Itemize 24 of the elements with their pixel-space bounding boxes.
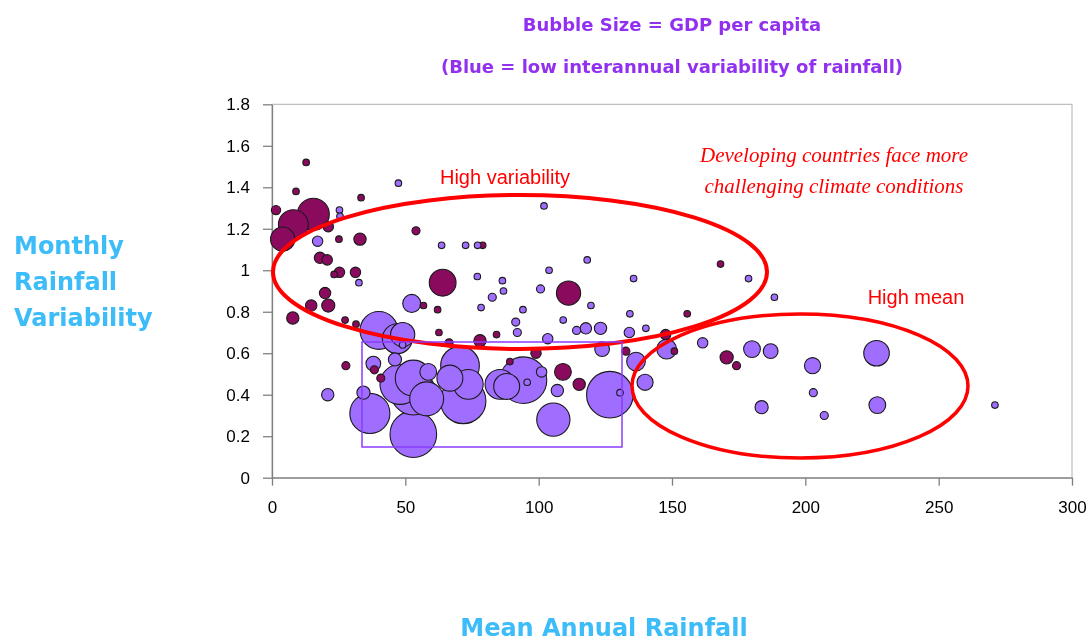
y-tick-label: 0.2	[226, 427, 250, 447]
y-tick-label: 0.4	[226, 385, 250, 405]
y-tick-label: 0	[240, 468, 250, 488]
x-axis-title: Mean Annual Rainfall	[460, 614, 748, 642]
annotation: High mean	[867, 286, 965, 308]
x-tick-label: 200	[791, 497, 821, 517]
y-tick-label: 0.8	[226, 302, 250, 322]
y-axis-title: Monthly Rainfall Variability	[14, 232, 154, 332]
chart-title: Bubble Size = GDP per capita	[522, 14, 822, 35]
y-tick-label: 1.2	[226, 219, 250, 239]
x-tick-label: 50	[396, 497, 416, 517]
y-tick-label: 1.8	[226, 95, 250, 115]
y-tick-label: 1.4	[226, 178, 250, 198]
chart-subtitle: (Blue = low interannual variability of rainfall)	[440, 56, 904, 77]
x-tick-label: 0	[267, 497, 278, 517]
x-tick-label: 250	[924, 497, 954, 517]
annotation: High variability	[439, 166, 571, 188]
y-tick-label: 1.6	[226, 136, 250, 156]
y-tick-label: 0.6	[226, 344, 250, 364]
x-tick-label: 300	[1058, 497, 1087, 517]
y-tick-label: 1	[240, 261, 250, 281]
annotation: Developing countries face more challenging climate conditions	[698, 143, 969, 198]
x-tick-label: 100	[524, 497, 554, 517]
x-tick-label: 150	[658, 497, 687, 517]
